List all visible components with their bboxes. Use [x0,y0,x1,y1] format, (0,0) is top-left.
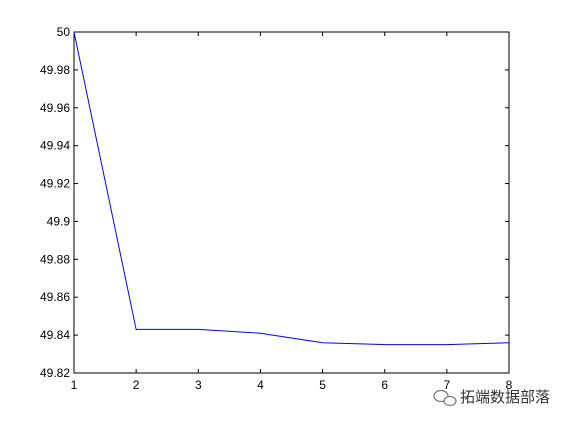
series-line [73,31,510,346]
plot-area-frame [73,31,510,374]
watermark: 拓端数据部落 [433,388,550,407]
wechat-logo-icon [433,389,457,407]
x-tick-label: 4 [257,378,264,392]
x-tick-label: 5 [319,378,326,392]
y-tick-label: 49.94 [40,139,70,153]
x-tick-label: 7 [444,378,451,392]
y-tick-label: 49.82 [40,366,70,380]
y-tick-label: 49.9 [47,214,71,228]
y-tick-label: 49.88 [40,252,70,266]
y-tick-label: 49.86 [40,290,70,304]
y-tick-label: 49.92 [40,177,70,191]
x-tick-label: 3 [195,378,202,392]
x-tick-label: 2 [133,378,140,392]
y-tick-label: 49.96 [40,101,70,115]
x-tick-label: 6 [381,378,388,392]
y-tick-label: 49.98 [40,63,70,77]
y-tick-label: 50 [57,25,71,39]
y-tick-label: 49.84 [40,328,70,342]
x-tick-label: 8 [506,378,513,392]
watermark-text: 拓端数据部落 [460,388,550,406]
x-tick-label: 1 [71,378,78,392]
